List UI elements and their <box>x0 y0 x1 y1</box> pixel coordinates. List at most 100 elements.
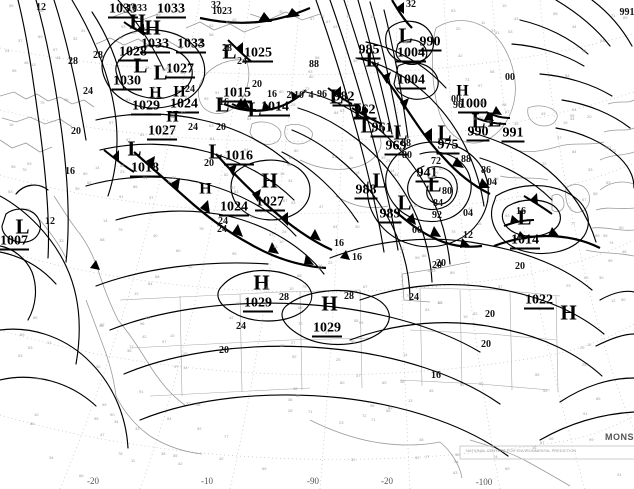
station-plot-mark: 59 <box>415 255 420 260</box>
pressure-value-label-961: 961 <box>370 119 394 138</box>
pressure-center-l-1016[interactable]: L <box>208 141 222 162</box>
pressure-center-l-1014[interactable]: L <box>517 205 531 230</box>
pressure-center-l-975[interactable]: L <box>437 122 451 143</box>
station-plot-mark: 61 <box>140 132 145 137</box>
pressure-center-h-1029[interactable]: H <box>253 272 269 293</box>
cold-front-1025 <box>227 39 253 63</box>
station-plot-mark: 96 <box>455 452 460 457</box>
pressure-center-l-962[interactable]: L <box>353 100 367 121</box>
station-plot-mark: 41 <box>495 30 500 35</box>
station-plot-mark: 96 <box>370 403 375 408</box>
pressure-center-h-1022[interactable]: H <box>560 302 576 323</box>
pressure-value-label-1007: 1007 <box>0 232 29 251</box>
pressure-center-l-989[interactable]: L <box>397 192 411 213</box>
pressure-center-h-1029[interactable]: H <box>321 293 337 314</box>
pressure-value: 1014 <box>260 99 290 117</box>
station-plot-mark: 99 <box>473 116 478 121</box>
station-plot-mark: 87 <box>283 198 288 203</box>
station-plot-mark: 79 <box>40 100 45 105</box>
station-plot-mark: 39 <box>381 155 386 160</box>
pressure-center-l-941[interactable]: L <box>427 174 441 195</box>
pressure-value-label-991: 991 <box>501 124 525 143</box>
isobar-label-24: 24 <box>83 86 93 97</box>
isobar-label-28: 28 <box>68 56 78 67</box>
station-plot-mark: 72 <box>298 321 303 326</box>
station-plot-mark: 97 <box>174 364 179 369</box>
pressure-center-l-1015[interactable]: L <box>215 94 229 115</box>
station-plot-mark: 68 <box>235 56 240 61</box>
pressure-value: 989 <box>378 206 402 224</box>
pressure-center-l-990[interactable]: L <box>471 108 485 133</box>
station-plot-mark: 13 <box>31 62 36 67</box>
station-plot-mark: 19 <box>563 120 568 125</box>
high-pressure-glyph: H <box>144 15 160 40</box>
pressure-center-l-1027[interactable]: L <box>153 62 167 83</box>
low-pressure-glyph: L <box>517 205 531 230</box>
pressure-value: 1018 <box>130 160 160 178</box>
isobar-label-86: 86 <box>481 165 491 176</box>
pressure-center-h-1024[interactable]: H <box>173 84 185 100</box>
pressure-value: 1028 <box>118 44 148 62</box>
isobar-label-2: 2 <box>197 38 203 49</box>
station-plot-mark: 58 <box>297 273 302 278</box>
cold-front-atlantic <box>215 153 333 252</box>
pressure-center-h-1029[interactable]: H <box>149 85 161 101</box>
low-pressure-glyph: L <box>471 108 485 133</box>
pressure-center-h-1033[interactable]: H <box>144 15 160 40</box>
station-plot-mark: 58 <box>209 32 214 37</box>
pressure-center-h-1024[interactable]: H <box>199 181 211 197</box>
station-plot-mark: 33 <box>135 426 140 431</box>
station-plot-mark: 71 <box>308 409 313 414</box>
pressure-value: 988 <box>354 182 378 200</box>
station-plot-mark: 39 <box>434 170 439 175</box>
station-plot-mark: 14 <box>183 365 188 370</box>
pressure-center-l-1014[interactable]: L <box>247 99 261 120</box>
station-plot-mark: 94 <box>244 147 249 152</box>
station-plot-mark: 64 <box>247 116 252 121</box>
station-plot-mark: 94 <box>454 459 459 464</box>
pressure-center-l-1007[interactable]: L <box>15 216 29 237</box>
station-plot-mark: 30 <box>163 126 168 131</box>
pressure-value-label-1025: 1025 <box>243 44 273 63</box>
pressure-center-l-1025[interactable]: L <box>222 41 236 62</box>
station-plot-mark: 51 <box>250 214 255 219</box>
pressure-center-l-990[interactable]: L <box>398 25 412 46</box>
isobar-label-16: 16 <box>267 89 277 100</box>
front-pips-misc <box>90 250 350 270</box>
pressure-center-l-988[interactable]: L <box>372 170 386 191</box>
pressure-value-label-1033: 1033 <box>108 0 138 19</box>
station-plot-mark: 82 <box>400 246 405 251</box>
station-plot-mark: 86 <box>30 421 35 426</box>
station-plot-mark: 63 <box>209 123 214 128</box>
pressure-center-h-1027[interactable]: H <box>261 170 277 191</box>
station-plot-mark: 57 <box>310 16 315 21</box>
station-plot-mark: 16 <box>532 445 537 450</box>
low-pressure-glyph: L <box>487 107 501 132</box>
pressure-center-l-1018[interactable]: L <box>127 138 141 159</box>
station-plot-mark: 93 <box>121 24 126 29</box>
pressure-center-l-961[interactable]: L <box>360 113 374 138</box>
pressure-center-l-1030[interactable]: L <box>133 55 147 76</box>
cold-front-990b <box>475 112 507 125</box>
station-plot-mark: 28 <box>288 408 293 413</box>
pressure-center-h-1000[interactable]: H <box>456 83 468 99</box>
pressure-center-l-982[interactable]: L <box>329 86 343 107</box>
station-plot-mark: 46 <box>622 249 627 254</box>
pressure-center-h-1027[interactable]: H <box>166 109 178 125</box>
pressure-value-label-1015: 1015 <box>222 84 252 103</box>
station-plot-mark: 79 <box>302 284 307 289</box>
station-plot-mark: 54 <box>37 376 42 381</box>
pressure-center-h-1033[interactable]: H <box>129 11 145 32</box>
station-plot-mark: 88 <box>480 100 485 105</box>
station-plot-mark: 97 <box>126 137 131 142</box>
pressure-center-l-969[interactable]: L <box>393 122 407 143</box>
pressure-value-label-1029: 1029 <box>312 319 342 338</box>
low-pressure-glyph: L <box>360 113 374 138</box>
station-plot-mark: 10 <box>502 3 507 8</box>
station-plot-mark: 74 <box>493 454 498 459</box>
station-plot-mark: 16 <box>424 40 429 45</box>
station-plot-mark: 84 <box>334 110 339 115</box>
pressure-center-l-991[interactable]: L <box>487 107 501 132</box>
pressure-center-l-985[interactable]: L <box>365 49 379 70</box>
station-plot-mark: 53 <box>379 125 384 130</box>
